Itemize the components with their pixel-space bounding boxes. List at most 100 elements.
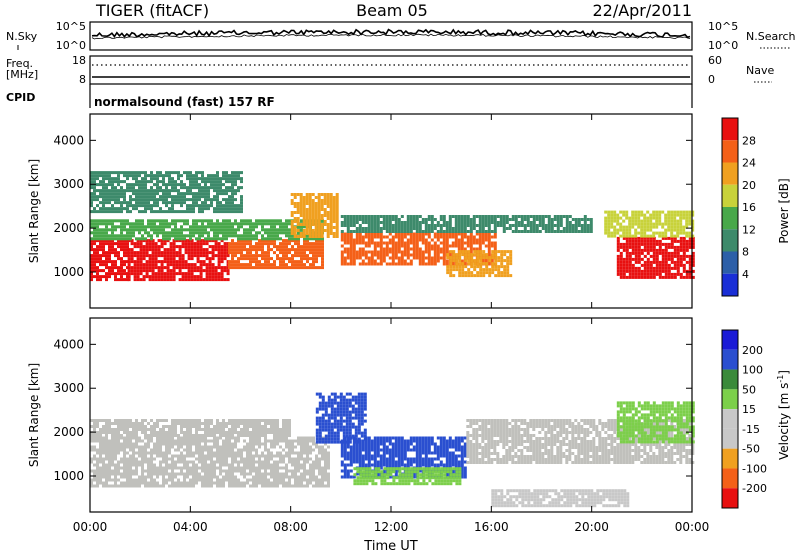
heatmap-cell <box>249 454 252 458</box>
heatmap-cell <box>186 442 189 446</box>
heatmap-cell <box>207 425 210 428</box>
heatmap-cell <box>616 272 620 276</box>
heatmap-cell <box>189 180 192 184</box>
heatmap-cell <box>655 269 659 273</box>
heatmap-cell <box>506 265 510 269</box>
heatmap-cell <box>479 271 483 275</box>
heatmap-cell <box>129 237 132 241</box>
heatmap-cell <box>682 245 686 249</box>
heatmap-cell <box>189 460 192 464</box>
heatmap-cell <box>193 275 197 279</box>
heatmap-cell <box>195 192 198 196</box>
heatmap-cell <box>649 228 653 232</box>
heatmap-cell <box>102 460 105 464</box>
heatmap-cell <box>332 205 336 208</box>
heatmap-cell <box>219 425 222 428</box>
heatmap-cell <box>120 231 123 235</box>
heatmap-cell <box>361 221 365 224</box>
heatmap-cell <box>145 245 149 249</box>
heatmap-cell <box>397 227 401 230</box>
heatmap-cell <box>616 216 620 220</box>
heatmap-cell <box>318 245 321 249</box>
heatmap-cell <box>120 192 123 196</box>
heatmap-cell <box>213 189 216 193</box>
heatmap-cell <box>93 186 96 190</box>
heatmap-cell <box>300 478 303 482</box>
heatmap-cell <box>108 466 111 470</box>
heatmap-cell <box>430 221 434 224</box>
heatmap-cell <box>123 219 126 223</box>
heatmap-cell <box>225 207 228 211</box>
heatmap-cell <box>204 445 207 449</box>
heatmap-cell <box>120 180 123 184</box>
heatmap-cell <box>460 221 464 224</box>
heatmap-cell <box>204 460 207 464</box>
heatmap-cell <box>132 469 135 473</box>
heatmap-cell <box>150 177 153 181</box>
heatmap-cell <box>138 228 141 232</box>
heatmap-cell <box>252 422 255 425</box>
heatmap-cell <box>291 248 294 252</box>
heatmap-cell <box>309 478 312 482</box>
heatmap-cell <box>111 469 114 473</box>
heatmap-cell <box>156 177 159 181</box>
heatmap-cell <box>228 225 231 229</box>
heatmap-cell <box>138 481 141 485</box>
heatmap-cell <box>105 428 108 431</box>
heatmap-cell <box>264 457 267 461</box>
heatmap-cell <box>105 174 108 178</box>
heatmap-cell <box>162 237 165 241</box>
heatmap-cell <box>153 189 156 193</box>
heatmap-cell <box>138 198 141 202</box>
heatmap-cell <box>312 463 315 467</box>
heatmap-cell <box>139 266 143 270</box>
heatmap-cell <box>228 186 231 190</box>
heatmap-cell <box>550 221 554 224</box>
heatmap-cell <box>291 266 294 270</box>
heatmap-cell <box>439 218 443 221</box>
heatmap-cell <box>556 215 560 218</box>
heatmap-cell <box>258 469 261 473</box>
heatmap-cell <box>213 180 216 184</box>
heatmap-cell <box>580 227 584 230</box>
heatmap-cell <box>207 431 210 434</box>
heatmap-cell <box>195 481 198 485</box>
heatmap-cell <box>201 192 204 196</box>
heatmap-cell <box>180 183 183 187</box>
heatmap-cell <box>210 219 213 223</box>
cpid-label: CPID <box>6 91 35 104</box>
heatmap-cell <box>220 272 224 276</box>
heatmap-cell <box>299 223 303 226</box>
heatmap-cell <box>147 466 150 470</box>
heatmap-cell <box>264 266 267 270</box>
heatmap-cell <box>159 431 162 434</box>
heatmap-cell <box>625 257 629 261</box>
heatmap-cell <box>258 466 261 470</box>
heatmap-cell <box>297 484 300 488</box>
heatmap-cell <box>303 460 306 464</box>
heatmap-cell <box>288 234 291 238</box>
heatmap-cell <box>327 481 330 485</box>
heatmap-cell <box>370 250 374 254</box>
heatmap-cell <box>120 237 123 241</box>
heatmap-cell <box>195 463 198 467</box>
heatmap-cell <box>174 448 177 452</box>
heatmap-cell <box>664 254 668 258</box>
heatmap-cell <box>679 228 683 232</box>
heatmap-cell <box>117 251 120 255</box>
heatmap-cell <box>225 222 228 226</box>
heatmap-cell <box>460 241 464 245</box>
heatmap-cell <box>418 224 422 227</box>
heatmap-cell <box>114 439 117 443</box>
heatmap-cell <box>166 272 170 276</box>
heatmap-cell <box>231 180 234 184</box>
heatmap-cell <box>294 469 297 473</box>
heatmap-cell <box>320 217 324 220</box>
heatmap-cell <box>228 445 231 449</box>
heatmap-cell <box>177 439 180 443</box>
heatmap-cell <box>120 466 123 470</box>
heatmap-cell <box>475 238 479 242</box>
heatmap-cell <box>385 218 389 221</box>
heatmap-cell <box>150 204 153 208</box>
heatmap-cell <box>261 454 264 458</box>
